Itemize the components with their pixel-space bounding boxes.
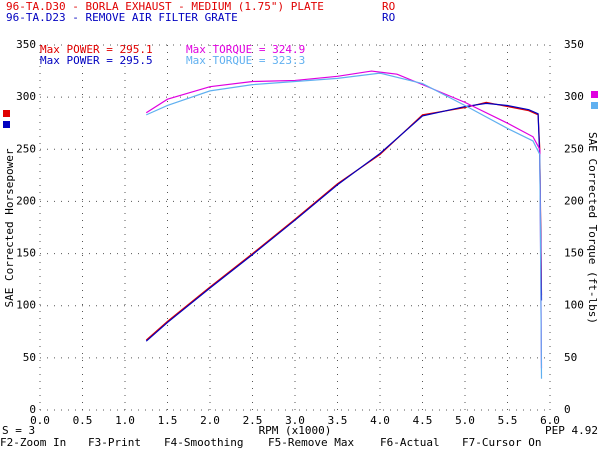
y2-tick-label: 150 bbox=[564, 247, 584, 260]
y2-tick-label: 250 bbox=[564, 142, 584, 155]
series-line bbox=[145, 70, 543, 369]
file-tag: RO bbox=[382, 0, 395, 13]
y-tick-label: 350 bbox=[16, 38, 36, 51]
function-key: F6-Actual bbox=[380, 436, 440, 449]
legend-entry: Max POWER = 295.1 bbox=[40, 43, 153, 56]
y2-tick-label: 0 bbox=[564, 403, 571, 416]
y-tick-label: 50 bbox=[23, 351, 36, 364]
y2-tick-label: 50 bbox=[564, 351, 577, 364]
function-key-bar: F2-Zoom In F3-Print F4-Smoothing F5-Remove … bbox=[0, 436, 541, 449]
y2-tick-label: 200 bbox=[564, 194, 584, 207]
y-tick-label: 250 bbox=[16, 142, 36, 155]
y-tick-label: 300 bbox=[16, 90, 36, 103]
file-name: 96-TA.D23 - REMOVE AIR FILTER GRATE bbox=[6, 11, 238, 24]
x-tick-label: 1.0 bbox=[115, 414, 135, 427]
x-tick-label: 4.5 bbox=[413, 414, 433, 427]
run-indicator bbox=[591, 91, 598, 98]
run-indicator bbox=[3, 110, 10, 117]
y2-tick-label: 350 bbox=[564, 38, 584, 51]
series-line bbox=[146, 72, 543, 379]
x-tick-label: 5.0 bbox=[455, 414, 475, 427]
y2-tick-label: 100 bbox=[564, 299, 584, 312]
x-tick-label: 3.0 bbox=[285, 414, 305, 427]
function-key: F5-Remove Max bbox=[268, 436, 354, 449]
series-line bbox=[145, 102, 543, 342]
function-key: F4-Smoothing bbox=[164, 436, 243, 449]
legend-entry: Max POWER = 295.5 bbox=[40, 54, 153, 67]
x-tick-label: 0.5 bbox=[73, 414, 93, 427]
y-tick-label: 200 bbox=[16, 194, 36, 207]
function-key: F2-Zoom In bbox=[0, 436, 66, 449]
x-axis-label: RPM (x1000) bbox=[259, 424, 332, 437]
y-tick-label: 100 bbox=[16, 299, 36, 312]
run-indicator bbox=[3, 121, 10, 128]
function-key: F7-Cursor On bbox=[462, 436, 541, 449]
file-tag: RO bbox=[382, 11, 395, 24]
pep-label: PEP 4.92 bbox=[545, 424, 598, 437]
series-line bbox=[145, 101, 543, 341]
y-tick-label: 150 bbox=[16, 247, 36, 260]
function-key: F3-Print bbox=[88, 436, 141, 449]
x-tick-label: 2.0 bbox=[200, 414, 220, 427]
x-tick-label: 3.5 bbox=[328, 414, 348, 427]
y-axis-label: SAE Corrected Horsepower bbox=[3, 148, 16, 307]
x-tick-label: 6.0 bbox=[540, 414, 560, 427]
y-tick-label: 0 bbox=[29, 403, 36, 416]
x-tick-label: 2.5 bbox=[243, 414, 263, 427]
legend-entry: Max TORQUE = 323.3 bbox=[186, 54, 305, 67]
file-name: 96-TA.D30 - BORLA EXHAUST - MEDIUM (1.75… bbox=[6, 0, 324, 13]
x-tick-label: 0.0 bbox=[30, 414, 50, 427]
legend-entry: Max TORQUE = 324.9 bbox=[186, 43, 305, 56]
smoothing-label: S = 3 bbox=[2, 424, 35, 437]
y2-axis-label: SAE Corrected Torque (ft-lbs) bbox=[586, 132, 599, 324]
run-indicator bbox=[591, 102, 598, 109]
x-tick-label: 5.5 bbox=[498, 414, 518, 427]
x-tick-label: 1.5 bbox=[158, 414, 178, 427]
x-tick-label: 4.0 bbox=[370, 414, 390, 427]
y2-tick-label: 300 bbox=[564, 90, 584, 103]
